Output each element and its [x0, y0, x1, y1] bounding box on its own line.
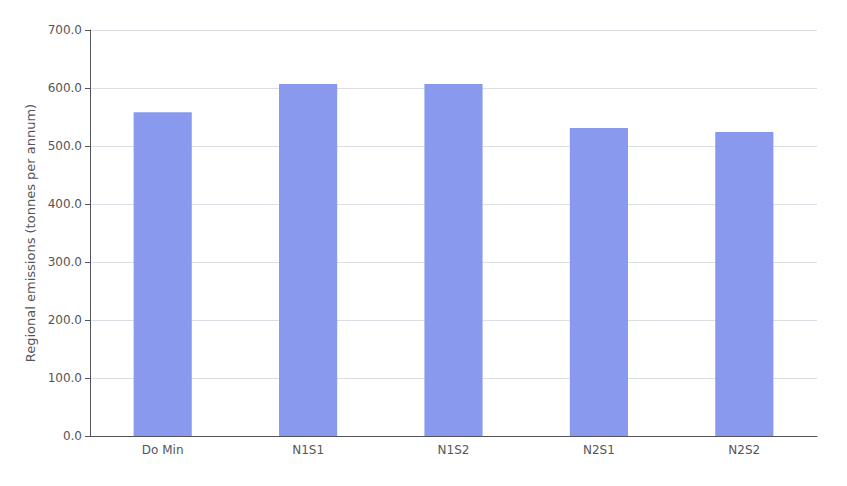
- svg-text:N2S2: N2S2: [728, 443, 760, 457]
- svg-text:Regional emissions (tonnes per: Regional emissions (tonnes per annum): [23, 104, 38, 362]
- svg-text:Do Min: Do Min: [142, 443, 184, 457]
- svg-text:700.0: 700.0: [48, 23, 82, 37]
- svg-text:N1S1: N1S1: [292, 443, 324, 457]
- svg-text:200.0: 200.0: [48, 313, 82, 327]
- svg-text:100.0: 100.0: [48, 371, 82, 385]
- svg-text:400.0: 400.0: [48, 197, 82, 211]
- svg-text:N2S1: N2S1: [583, 443, 615, 457]
- svg-text:600.0: 600.0: [48, 81, 82, 95]
- svg-text:0.0: 0.0: [63, 429, 82, 443]
- svg-text:300.0: 300.0: [48, 255, 82, 269]
- svg-text:N1S2: N1S2: [438, 443, 470, 457]
- svg-text:500.0: 500.0: [48, 139, 82, 153]
